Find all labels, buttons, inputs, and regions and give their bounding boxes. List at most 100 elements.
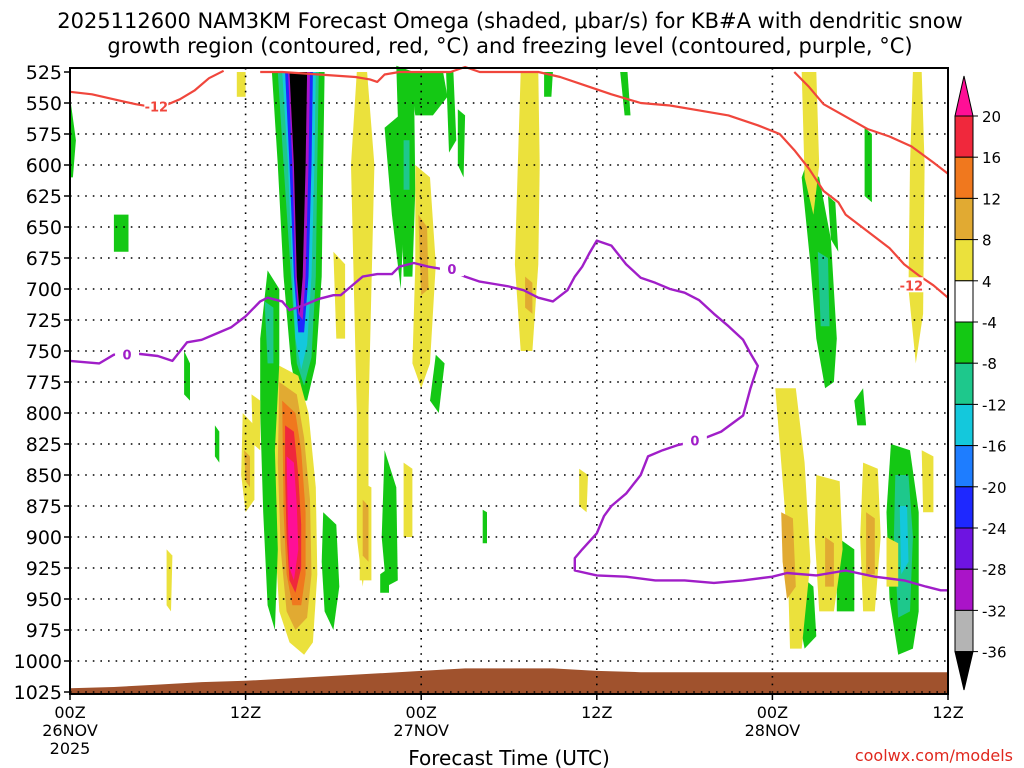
x-axis-label: Forecast Time (UTC) <box>408 746 610 768</box>
rise-yellow-c <box>514 72 540 351</box>
colorbar-label: -32 <box>982 602 1007 620</box>
y-tick-label: 650 <box>26 217 62 239</box>
colorbar-label: 20 <box>982 108 1001 126</box>
colorbar-segment <box>954 568 974 611</box>
freezing-contour-label-bg <box>682 432 707 448</box>
y-tick-label: 600 <box>26 155 62 177</box>
rise-yellow-p <box>921 450 934 513</box>
colorbar-segment <box>954 362 974 405</box>
rise-yellow-f <box>403 462 413 537</box>
colorbar-bottom-arrow <box>954 651 974 691</box>
sink-teal-b <box>403 140 410 190</box>
sink-cyan-d <box>899 506 909 575</box>
y-tick-label: 850 <box>26 465 62 487</box>
x-tick-label: 12Z <box>932 703 963 722</box>
y-tick-label: 975 <box>26 620 62 642</box>
freezing-contour-label: 0 <box>690 434 699 449</box>
y-tick-label: 1000 <box>14 651 62 673</box>
y-tick-label: 700 <box>26 279 62 301</box>
y-tick-label: 675 <box>26 248 62 270</box>
sink-green-x <box>482 509 487 544</box>
chart-title-line1: 2025112600 NAM3KM Forecast Omega (shaded… <box>57 9 963 33</box>
sink-green-j <box>381 450 398 587</box>
rise-gold-c <box>244 450 250 488</box>
colorbar-segment <box>954 527 974 570</box>
x-tick-label: 26NOV <box>42 721 98 740</box>
y-tick-label: 575 <box>26 124 62 146</box>
y-tick-label: 525 <box>26 62 62 84</box>
freezing-contour-label: 0 <box>123 349 132 364</box>
y-axis: 525 550 575 600 625 650 675 700 725 750 775 800 825 8… <box>14 62 70 704</box>
colorbar-label: -20 <box>982 479 1007 497</box>
sink-green-l <box>828 196 839 252</box>
sink-core-black <box>289 72 308 314</box>
y-tick-label: 900 <box>26 527 62 549</box>
sink-green-u <box>214 425 220 463</box>
colorbar-label: -28 <box>982 561 1007 579</box>
y-tick-label: 775 <box>26 372 62 394</box>
y-tick-label: 725 <box>26 310 62 332</box>
colorbar-segment <box>954 239 974 282</box>
rise-yellow-r <box>251 394 261 451</box>
terrain-surface <box>70 668 948 693</box>
sink-green-n <box>854 388 867 426</box>
sink-green-t <box>184 351 190 401</box>
dendritic-contour-line <box>260 65 949 299</box>
sink-green-f <box>446 72 457 153</box>
sink-green-h <box>620 72 631 116</box>
dendritic-contour-label: -12 <box>145 101 169 116</box>
colorbar-label: -24 <box>982 520 1007 538</box>
sink-green-d <box>384 115 407 290</box>
sink-green-s <box>113 214 129 252</box>
omega-shading-layer <box>70 65 934 655</box>
colorbar-label: 12 <box>982 190 1001 208</box>
dendritic-contour-label-bg <box>144 98 169 114</box>
chart-title-line2: growth region (contoured, red, °C) and f… <box>107 34 912 58</box>
y-tick-label: 800 <box>26 403 62 425</box>
dendritic-contour-label-bg <box>899 277 924 293</box>
colorbar-label: 8 <box>982 232 992 250</box>
colorbar-segment <box>954 403 974 447</box>
colorbar-top-arrow <box>954 75 974 117</box>
contour-layer: -12 -12 0 0 0 <box>69 65 949 592</box>
y-tick-label: 825 <box>26 434 62 456</box>
sink-green-g <box>457 109 466 178</box>
dendritic-contour-label: -12 <box>900 279 924 294</box>
colorbar-segment <box>954 321 974 364</box>
rise-gold-b <box>362 499 369 562</box>
y-tick-label: 550 <box>26 93 62 115</box>
x-tick-label: 12Z <box>581 703 612 722</box>
rise-gold-g <box>525 276 533 314</box>
x-tick-label: 00Z <box>54 703 85 722</box>
colorbar-label: -36 <box>982 644 1007 662</box>
colorbar-segment <box>954 197 974 241</box>
rise-yellow-q <box>236 72 246 97</box>
y-tick-label: 925 <box>26 558 62 580</box>
colorbar-label: -16 <box>982 438 1007 456</box>
freezing-contour-label-bg <box>115 346 140 362</box>
credit-text: coolwx.com/models <box>855 746 1013 765</box>
rise-gold-e <box>866 512 875 575</box>
rise-gold-f <box>825 537 834 587</box>
colorbar-label: 4 <box>982 273 992 291</box>
sink-green-e <box>409 72 448 116</box>
grid-layer <box>70 68 948 694</box>
rise-yellow-a <box>351 72 375 587</box>
x-tick-label: 12Z <box>230 703 261 722</box>
sink-green-r <box>70 96 76 178</box>
x-tick-label: 28NOV <box>745 721 801 740</box>
freezing-contour-label: 0 <box>447 263 456 278</box>
colorbar-label: 16 <box>982 149 1001 167</box>
freezing-level-contour-line <box>69 239 948 592</box>
y-tick-label: 750 <box>26 341 62 363</box>
colorbar-segment <box>954 280 974 323</box>
rise-gold-a <box>418 214 429 296</box>
x-tick-label: 00Z <box>406 703 437 722</box>
x-tick-label: 27NOV <box>393 721 449 740</box>
colorbar-label: -4 <box>982 314 997 332</box>
freezing-contour-label-bg <box>439 261 464 277</box>
rise-yellow-o <box>886 537 899 587</box>
colorbar-segment <box>954 445 974 488</box>
